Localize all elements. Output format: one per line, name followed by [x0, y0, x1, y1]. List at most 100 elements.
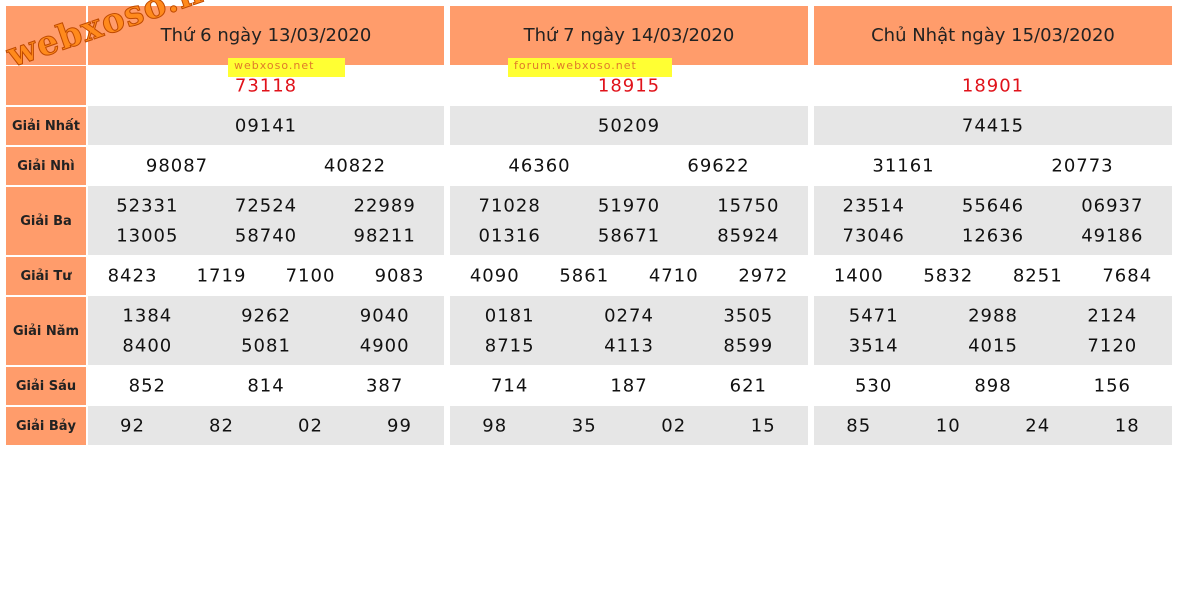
prize-number: 714	[490, 375, 529, 396]
prize-number: 814	[247, 375, 285, 396]
prize-number: 4710	[648, 265, 699, 286]
prize-number: 8423	[107, 265, 158, 286]
prize-number: 4090	[469, 265, 520, 286]
prize-number: 5832	[923, 265, 974, 286]
prize-number: 02	[661, 415, 687, 436]
prize-number: 5471	[848, 305, 899, 326]
prize-row	[814, 256, 1172, 295]
day-title: Chủ Nhật ngày 15/03/2020	[814, 6, 1172, 65]
prize-number: 15750	[717, 195, 780, 216]
prize-number: 98	[482, 415, 508, 436]
corner-special	[6, 66, 86, 105]
watermark-tag: webxoso.net	[228, 58, 345, 77]
prize-label: Giải Ba	[6, 186, 86, 255]
prize-number: 0274	[604, 305, 654, 326]
prize-row	[88, 296, 444, 365]
prize-number: 58671	[597, 225, 661, 246]
prize-number: 58740	[234, 225, 298, 246]
prize-number: 852	[128, 375, 167, 396]
prize-label: Giải Bảy	[6, 406, 86, 445]
prize-row	[450, 366, 808, 405]
prize-number: 8251	[1012, 265, 1063, 286]
prize-number: 2972	[738, 265, 789, 286]
prize-row	[450, 106, 808, 145]
corner	[6, 6, 86, 65]
prize-number: 1384	[122, 305, 173, 326]
prize-number: 71028	[478, 195, 541, 216]
prize-number: 15	[750, 415, 776, 436]
prize-number: 9262	[241, 305, 291, 326]
prize-number: 18	[1114, 415, 1140, 436]
prize-number: 99	[387, 415, 412, 436]
prize-number: 92	[120, 415, 145, 436]
prize-row	[450, 406, 808, 445]
prize-row	[88, 186, 444, 255]
prize-number: 8715	[484, 335, 535, 356]
prize-number: 09141	[234, 115, 298, 136]
prize-number: 5861	[559, 265, 610, 286]
prize-label: Giải Nhì	[6, 146, 86, 185]
special-prize: 73118	[234, 75, 298, 97]
prize-number: 10	[935, 415, 961, 436]
prize-number: 4113	[604, 335, 654, 356]
prize-row	[88, 256, 444, 295]
prize-number: 23514	[842, 195, 905, 216]
day-title: Thứ 6 ngày 13/03/2020	[88, 6, 444, 65]
prize-number: 621	[729, 375, 768, 396]
prize-number: 9040	[359, 305, 410, 326]
prize-number: 31161	[872, 155, 935, 176]
prize-number: 98087	[145, 155, 209, 176]
prize-number: 24	[1025, 415, 1051, 436]
prize-row	[450, 186, 808, 255]
prize-number: 2124	[1087, 305, 1138, 326]
prize-number: 85	[846, 415, 872, 436]
prize-label: Giải Năm	[6, 296, 86, 365]
prize-number: 12636	[961, 225, 1025, 246]
prize-number: 8400	[122, 335, 173, 356]
prize-number: 02	[298, 415, 323, 436]
prize-number: 85924	[717, 225, 780, 246]
special-row	[814, 66, 1172, 105]
prize-number: 3514	[848, 335, 899, 356]
prize-row	[88, 106, 444, 145]
prize-row	[814, 106, 1172, 145]
prize-label: Giải Nhất	[6, 106, 86, 145]
prize-row	[814, 296, 1172, 365]
prize-label: Giải Sáu	[6, 366, 86, 405]
prize-row	[450, 256, 808, 295]
special-prize: 18901	[961, 75, 1025, 97]
prize-number: 2988	[968, 305, 1018, 326]
prize-number: 98211	[353, 225, 416, 246]
prize-number: 35	[571, 415, 597, 436]
prize-number: 82	[209, 415, 234, 436]
prize-number: 4015	[968, 335, 1018, 356]
prize-number: 8599	[723, 335, 774, 356]
prize-row	[88, 406, 444, 445]
prize-number: 01316	[478, 225, 541, 246]
prize-row	[814, 146, 1172, 185]
prize-number: 187	[610, 375, 648, 396]
prize-number: 52331	[116, 195, 179, 216]
prize-label: Giải Tư	[6, 256, 86, 295]
prize-number: 20773	[1051, 155, 1114, 176]
prize-number: 5081	[241, 335, 291, 356]
prize-number: 50209	[597, 115, 661, 136]
prize-row	[814, 406, 1172, 445]
prize-number: 46360	[508, 155, 571, 176]
prize-number: 898	[974, 375, 1012, 396]
prize-row	[814, 186, 1172, 255]
prize-row	[814, 366, 1172, 405]
prize-row	[450, 146, 808, 185]
prize-row	[88, 366, 444, 405]
prize-number: 0181	[484, 305, 535, 326]
prize-number: 1400	[833, 265, 884, 286]
prize-number: 9083	[374, 265, 425, 286]
prize-number: 530	[854, 375, 893, 396]
prize-number: 72524	[234, 195, 298, 216]
prize-number: 55646	[961, 195, 1025, 216]
prize-number: 7100	[285, 265, 336, 286]
prize-number: 13005	[116, 225, 179, 246]
prize-number: 387	[365, 375, 404, 396]
prize-number: 49186	[1081, 225, 1144, 246]
